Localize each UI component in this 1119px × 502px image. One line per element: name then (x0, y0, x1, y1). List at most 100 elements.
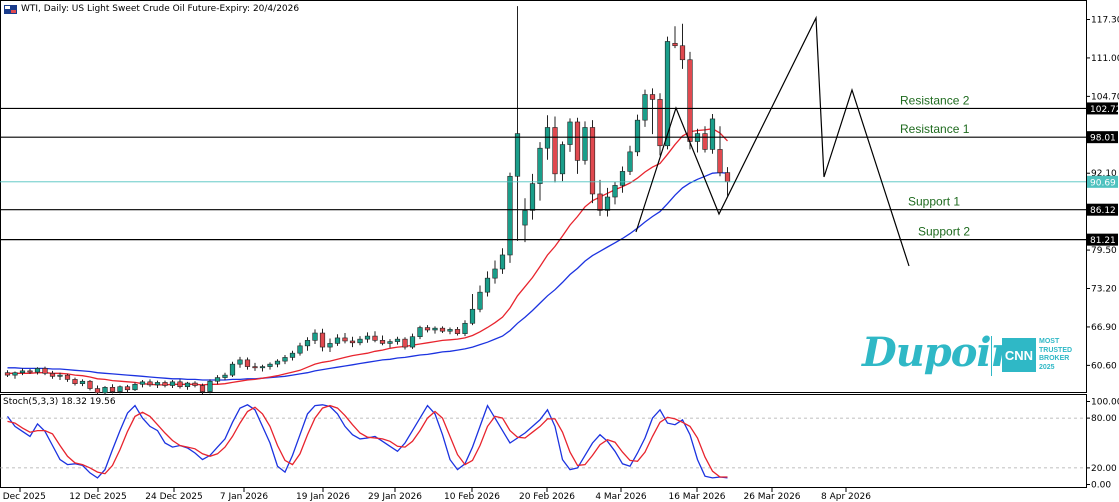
candle-body (424, 327, 431, 331)
candle-body (214, 377, 221, 382)
candle (57, 372, 63, 381)
pattern-line (635, 15, 910, 267)
candle (312, 329, 318, 345)
candle (124, 384, 131, 393)
candle (469, 294, 476, 326)
candle-body (19, 370, 26, 373)
candle (79, 379, 86, 387)
candle (19, 368, 26, 376)
candle (192, 381, 198, 388)
candle (87, 380, 93, 391)
candle (282, 355, 288, 365)
price-tick-label: 79.50 (1091, 246, 1117, 256)
candle (364, 332, 371, 343)
candle (597, 179, 603, 216)
candle-body (244, 359, 251, 367)
candle-body (259, 366, 266, 369)
price-tick-label: 66.90 (1091, 323, 1117, 333)
candle (267, 362, 273, 370)
candle-body (634, 119, 641, 153)
candle (537, 142, 543, 201)
candle-body (169, 381, 176, 386)
candle (649, 88, 656, 135)
level-price-tag: 102.72 (1090, 105, 1119, 115)
candle (477, 285, 483, 313)
candle-body (109, 387, 116, 392)
candle-body (672, 42, 678, 47)
level-price-tag: 86.12 (1090, 206, 1116, 216)
level-label: Support 1 (908, 195, 960, 209)
candle (462, 320, 468, 337)
candle (289, 350, 296, 361)
candle (417, 325, 423, 340)
candle-body (394, 338, 401, 342)
candle (177, 379, 183, 389)
candle-body (289, 352, 296, 358)
candle (184, 381, 191, 390)
candle (4, 370, 11, 377)
stoch-d-line (7, 404, 728, 478)
candle (522, 198, 528, 243)
date-tick-label: 24 Dec 2025 (145, 492, 203, 502)
candle (432, 326, 438, 334)
candle-body (237, 359, 243, 365)
chart-header: WTI, Daily: US Light Sweet Crude Oil Fut… (4, 2, 299, 16)
ma-fast-line (7, 128, 728, 386)
candle (717, 126, 723, 177)
candle-body (612, 185, 618, 198)
level-price-tag-bg (1087, 102, 1118, 115)
candle-body (679, 45, 686, 61)
candle-body (462, 322, 468, 334)
candle-body (552, 127, 558, 175)
candle-body (484, 277, 491, 293)
candle-body (447, 329, 453, 332)
level-price-tag-bg (1087, 131, 1118, 144)
candle (424, 325, 431, 333)
candle (679, 23, 686, 69)
candle (687, 51, 693, 150)
price-tick-label: 73.20 (1091, 285, 1117, 295)
candle-body (87, 380, 93, 389)
candle-body (627, 151, 633, 172)
candle-body (4, 372, 11, 376)
chart-frame (0, 0, 1087, 488)
candle-body (432, 327, 438, 331)
candle-body (574, 121, 581, 161)
candle (49, 370, 56, 379)
candle (34, 367, 41, 375)
candle-body (319, 332, 326, 348)
candle-body (342, 337, 348, 342)
candle-body (207, 380, 213, 392)
candle (439, 326, 446, 334)
candle-body (597, 193, 603, 211)
candle-body (192, 382, 198, 386)
symbol-icon (4, 4, 17, 14)
candle (297, 342, 303, 356)
level-label: Support 2 (918, 225, 970, 239)
candle-body (12, 372, 18, 376)
candle (387, 339, 393, 348)
candle-body (334, 337, 341, 344)
stoch-tick-label: 20.00 (1091, 464, 1117, 474)
candle-body (229, 363, 236, 376)
date-tick-label: 20 Feb 2026 (519, 492, 575, 502)
candle (207, 379, 213, 394)
date-tick-label: 29 Jan 2026 (368, 492, 422, 502)
candle (102, 386, 108, 395)
candle (349, 336, 356, 348)
candle (454, 326, 461, 336)
candle (634, 114, 641, 157)
candle-body (297, 345, 303, 354)
candle-body (454, 329, 461, 334)
price-axis: 117.30 111.00 104.70 92.10 79.50 73.20 66.90 60… (1086, 16, 1119, 371)
stoch-indicator-label: Stoch(5,3,3) 18.32 19.56 (3, 397, 116, 407)
stoch-k-line (6, 404, 728, 479)
candle (154, 380, 161, 388)
candle-body (72, 379, 78, 384)
level-price-tag: 81.21 (1090, 236, 1116, 246)
level-price-tag-bg (1087, 203, 1118, 216)
date-axis: 2 Dec 2025 12 Dec 2025 24 Dec 2025 7 Jan 20… (0, 488, 871, 502)
candle-body (559, 144, 566, 175)
candle (492, 260, 498, 284)
candle (394, 336, 401, 345)
